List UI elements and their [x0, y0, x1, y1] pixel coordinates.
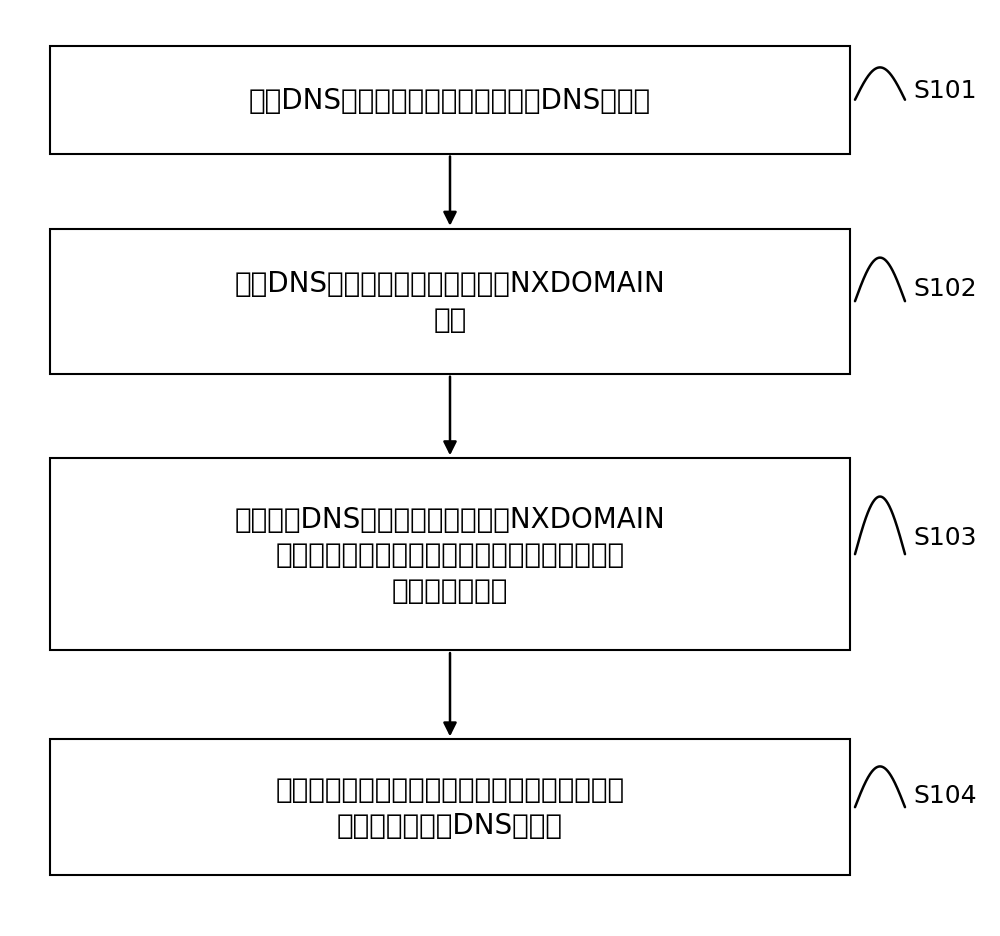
Text: 在判断到DNS应答包的应答状态为NXDOMAIN: 在判断到DNS应答包的应答状态为NXDOMAIN	[235, 505, 665, 533]
Text: 在判断到解析请求所请求的域名属于白名单域名: 在判断到解析请求所请求的域名属于白名单域名	[275, 776, 625, 803]
Bar	[50, 229, 850, 374]
Text: 状态: 状态	[433, 306, 467, 333]
Text: S102: S102	[913, 277, 977, 300]
Text: S104: S104	[913, 783, 977, 807]
Text: S101: S101	[913, 79, 977, 103]
Text: 判断DNS应答包的应答状态是否为NXDOMAIN: 判断DNS应答包的应答状态是否为NXDOMAIN	[235, 271, 665, 298]
Bar	[50, 47, 850, 154]
Text: 属于白名单域名: 属于白名单域名	[392, 577, 508, 604]
Text: S103: S103	[913, 525, 977, 549]
Text: 状态的情况下，判断解析请求所请求的域名是否: 状态的情况下，判断解析请求所请求的域名是否	[275, 541, 625, 568]
Text: 的情况下，丢弃DNS应答包: 的情况下，丢弃DNS应答包	[337, 812, 563, 839]
Bar	[50, 739, 850, 875]
Bar	[50, 459, 850, 651]
Text: 截获DNS服务器针对解析请求生成的DNS应答包: 截获DNS服务器针对解析请求生成的DNS应答包	[249, 87, 651, 114]
